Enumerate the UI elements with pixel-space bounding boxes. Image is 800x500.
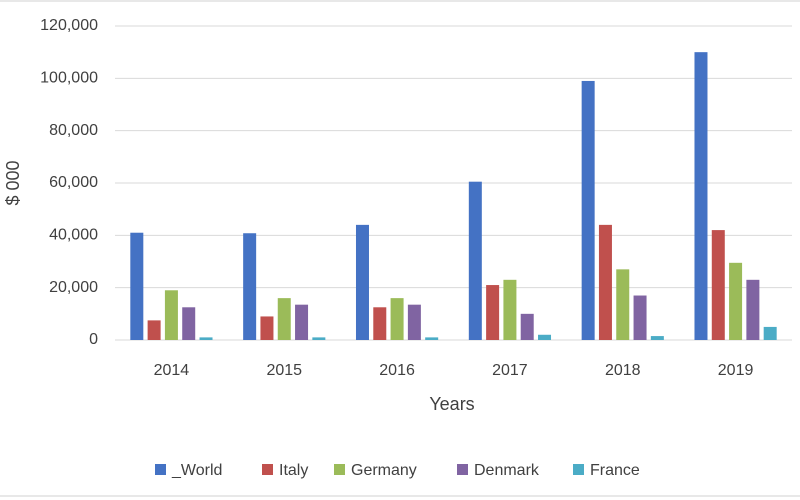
x-tick-label: 2015 (266, 362, 302, 379)
bar (295, 304, 309, 340)
bar (182, 307, 196, 340)
x-tick-label: 2018 (605, 362, 641, 379)
bar (164, 290, 178, 340)
bar (520, 313, 534, 340)
x-tick-label: 2016 (379, 362, 415, 379)
legend-label: Denmark (474, 462, 540, 479)
legend-swatch (155, 464, 166, 475)
y-tick-label: 40,000 (49, 227, 98, 244)
bar (711, 230, 725, 340)
bar (243, 233, 257, 340)
bar (130, 232, 144, 340)
x-axis-label: Years (429, 394, 474, 414)
bar (355, 224, 369, 340)
y-tick-label: 60,000 (49, 174, 98, 191)
x-tick-label: 2017 (492, 362, 528, 379)
bar (633, 295, 647, 340)
legend-swatch (262, 464, 273, 475)
bar (694, 52, 708, 341)
bar (746, 279, 760, 340)
y-tick-label: 80,000 (49, 122, 98, 139)
bar (312, 337, 326, 340)
legend-label: _World (171, 462, 222, 479)
bar (598, 224, 612, 340)
y-tick-label: 100,000 (40, 70, 98, 87)
x-tick-label: 2014 (154, 362, 190, 379)
y-tick-label: 120,000 (40, 17, 98, 34)
bar (407, 304, 421, 340)
bar (650, 336, 664, 340)
bar (581, 80, 595, 340)
bar (729, 262, 743, 340)
bar (277, 298, 291, 340)
bar (538, 334, 552, 340)
bar (199, 337, 213, 340)
bar (373, 307, 387, 340)
bar (486, 285, 500, 340)
bar (616, 269, 630, 340)
legend-swatch (457, 464, 468, 475)
bar (468, 181, 482, 340)
y-axis-label: $ 000 (3, 160, 23, 205)
bar (390, 298, 404, 340)
legend-label: Italy (279, 462, 308, 479)
y-tick-label: 20,000 (49, 279, 98, 296)
bar (260, 316, 274, 340)
bar (147, 320, 161, 340)
bar (425, 337, 439, 340)
legend-swatch (334, 464, 345, 475)
legend-label: Germany (351, 462, 417, 479)
legend-label: France (590, 462, 640, 479)
legend-swatch (573, 464, 584, 475)
x-tick-label: 2019 (718, 362, 754, 379)
y-tick-label: 0 (89, 331, 98, 348)
bar (503, 279, 517, 340)
bar (763, 326, 777, 340)
